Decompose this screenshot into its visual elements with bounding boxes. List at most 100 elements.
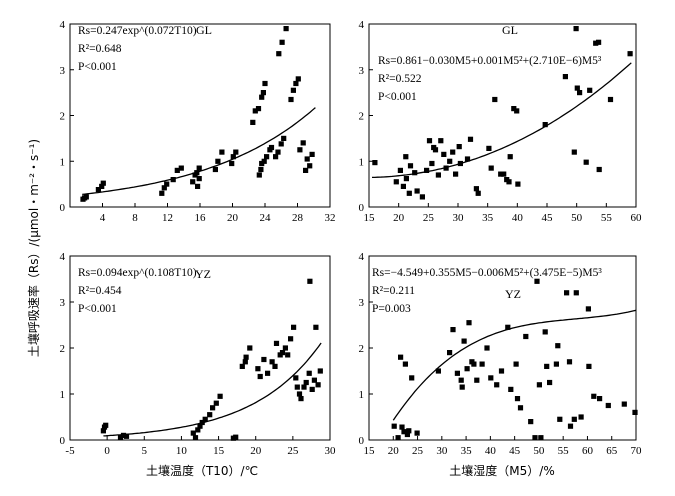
data-point [395,435,401,441]
data-point [170,177,176,183]
data-point [454,370,460,376]
x-tick-label: 25 [412,445,424,457]
data-point [429,160,435,167]
data-point [83,194,89,200]
site-label: GL [196,23,212,37]
data-point [564,290,570,296]
x-tick-label: 70 [631,445,643,457]
data-point [597,396,603,402]
data-point [505,324,511,330]
data-point [260,90,266,96]
data-point [120,432,127,438]
y-tick-label: 4 [60,251,66,263]
x-tick-label: 16 [195,212,207,224]
data-point [479,361,485,367]
data-point [419,194,425,200]
data-point [494,382,500,388]
data-point [372,160,378,166]
data-point [447,158,453,164]
x-tick-label: 45 [509,445,521,457]
data-point [467,136,474,142]
data-point [291,324,297,330]
data-point [573,290,579,296]
data-point [268,144,275,151]
data-point [195,183,201,189]
x-tick-label: 60 [631,212,643,224]
x-tick-label: 15 [213,445,225,457]
x-tick-label: 30 [325,445,337,457]
data-point [406,190,412,196]
data-point [557,416,563,422]
data-point [197,423,203,429]
data-point [474,377,480,383]
data-point [100,180,106,186]
data-point [307,163,313,169]
data-point [190,430,196,436]
x-tick-label: 40 [512,212,524,224]
data-point [304,156,310,162]
data-point [196,165,202,171]
y-tick-label: 0 [60,435,66,447]
x-tick-label: 50 [571,212,583,224]
x-tick-label: 8 [132,212,138,224]
data-point [278,141,284,147]
panel-yz-moisture: Rs=−4.549+0.355M5−0.006M5²+(3.475E−5)M5³… [359,251,643,457]
data-point [159,190,165,196]
y-tick-label: 3 [359,297,365,309]
data-point [578,414,584,420]
x-tick-label: 20 [393,212,405,224]
data-point [571,149,577,155]
data-point [401,429,407,435]
data-point [259,94,265,100]
data-point [192,435,199,441]
data-point [311,377,317,383]
data-point [293,375,299,381]
x-tick-label: -5 [65,445,75,457]
y-tick-label: 3 [60,297,66,309]
x-tick-label: 4 [100,212,106,224]
data-point [553,361,559,367]
data-point [542,329,548,335]
y-tick-label: 0 [359,435,365,447]
data-point [194,170,200,176]
data-point [233,149,239,155]
data-point [593,40,599,46]
data-point [230,154,236,160]
data-point [621,401,627,407]
r-squared-label: R²=0.454 [78,285,122,297]
data-point [432,147,439,153]
data-point [103,422,109,428]
x-tick-label: 5 [142,445,148,457]
data-point [475,190,481,196]
data-point [515,181,521,187]
data-point [288,96,294,103]
data-point [403,176,409,182]
p-value-label: P<0.001 [378,91,417,103]
data-point [435,368,441,374]
y-tick-label: 1 [60,389,66,401]
data-point [596,39,602,45]
data-point [412,170,418,176]
data-point [586,363,592,369]
data-point [414,430,420,436]
data-point [215,158,221,164]
data-point [399,424,405,430]
data-point [414,188,420,194]
data-point [196,176,202,182]
data-point [123,433,130,439]
y-tick-label: 3 [60,65,66,77]
fit-curve [103,342,322,437]
data-point [461,338,467,344]
data-point [555,343,561,349]
data-point [283,26,289,32]
data-point [262,80,268,87]
y-tick-label: 2 [60,343,66,355]
data-point [506,179,512,185]
data-point [404,431,410,438]
r-squared-label: R²=0.522 [378,73,422,85]
data-point [288,336,294,342]
data-point [273,154,279,160]
data-point [294,384,300,390]
equation-label: Rs=0.247exp^(0.072T10) [78,25,197,37]
